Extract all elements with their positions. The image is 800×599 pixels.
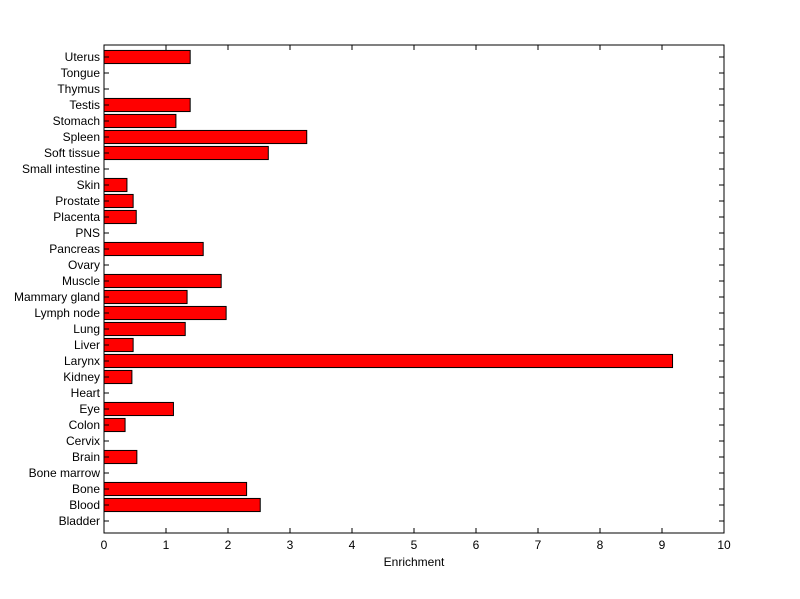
y-tick-label: Mammary gland: [14, 290, 100, 304]
y-tick-label: Tongue: [61, 66, 101, 80]
y-tick-label: Spleen: [63, 130, 100, 144]
y-tick-label: Liver: [74, 338, 100, 352]
y-tick-label: Skin: [77, 178, 100, 192]
y-tick-label: Kidney: [63, 370, 100, 384]
x-tick-label: 1: [163, 538, 170, 552]
y-tick-label: Blood: [69, 498, 100, 512]
plot-area: [104, 45, 724, 533]
y-tick-label: Colon: [69, 418, 100, 432]
y-tick-label: Thymus: [57, 82, 100, 96]
bar-muscle: [103, 273, 222, 289]
y-tick-label: Pancreas: [49, 242, 100, 256]
bar-lymph-node: [103, 305, 227, 321]
bar-soft-tissue: [103, 145, 269, 161]
bar-stomach: [103, 113, 177, 129]
y-tick-label: Ovary: [68, 258, 100, 272]
y-tick-label: Testis: [69, 98, 100, 112]
x-tick-label: 0: [101, 538, 108, 552]
bar-testis: [103, 97, 191, 113]
x-tick-label: 10: [717, 538, 731, 552]
x-tick-label: 2: [225, 538, 232, 552]
y-tick-label: Larynx: [64, 354, 100, 368]
y-tick-label: Bladder: [59, 514, 100, 528]
bar-spleen: [103, 129, 308, 145]
bar-bone: [103, 481, 248, 497]
y-tick-label: Cervix: [66, 434, 100, 448]
bar-lung: [103, 321, 186, 337]
y-tick-label: Soft tissue: [44, 146, 100, 160]
y-tick-label: Eye: [79, 402, 100, 416]
x-tick-label: 6: [473, 538, 480, 552]
x-axis-title: Enrichment: [384, 555, 445, 569]
y-tick-label: Lung: [73, 322, 100, 336]
y-tick-label: Small intestine: [22, 162, 100, 176]
y-tick-label: Prostate: [55, 194, 100, 208]
y-tick-label: Heart: [71, 386, 101, 400]
y-tick-label: Stomach: [53, 114, 100, 128]
x-tick-label: 8: [597, 538, 604, 552]
y-tick-label: Lymph node: [34, 306, 100, 320]
axes-frame: [103, 44, 725, 534]
bar-mammary-gland: [103, 289, 188, 305]
bar-larynx: [103, 353, 674, 369]
y-tick-label: Uterus: [65, 50, 100, 64]
bar-uterus: [103, 49, 191, 65]
x-tick-label: 7: [535, 538, 542, 552]
bar-blood: [103, 497, 261, 513]
x-tick-label: 3: [287, 538, 294, 552]
y-tick-label: Bone marrow: [29, 466, 101, 480]
bar-pancreas: [103, 241, 204, 257]
y-tick-label: Brain: [72, 450, 100, 464]
y-tick-label: PNS: [75, 226, 100, 240]
y-tick-label: Bone: [72, 482, 100, 496]
x-tick-label: 5: [411, 538, 418, 552]
bar-eye: [103, 401, 174, 417]
y-tick-label: Muscle: [62, 274, 100, 288]
x-tick-label: 4: [349, 538, 356, 552]
y-tick-label: Placenta: [53, 210, 100, 224]
x-tick-label: 9: [659, 538, 666, 552]
